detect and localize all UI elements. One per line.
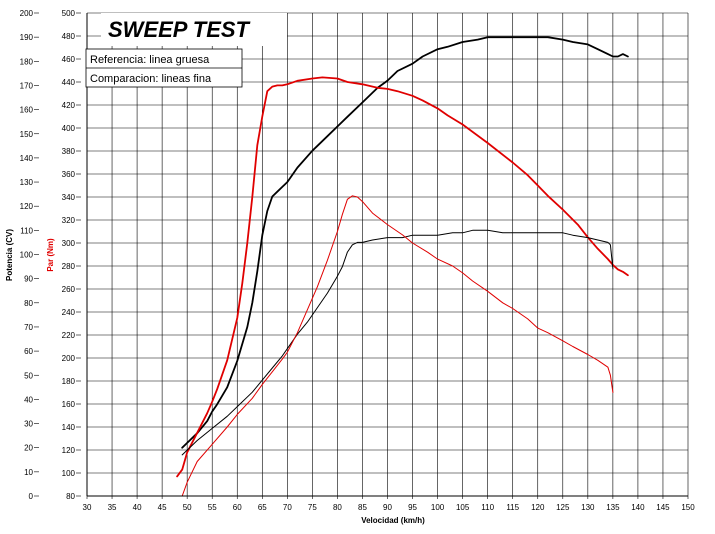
x-tick-label: 125 xyxy=(556,503,570,512)
x-tick-label: 60 xyxy=(233,503,242,512)
x-tick-label: 140 xyxy=(631,503,645,512)
x-tick-label: 75 xyxy=(308,503,317,512)
left-tick-label: 130 xyxy=(20,178,34,187)
right-tick-label: 340 xyxy=(62,193,76,202)
left-tick-label: 30 xyxy=(24,420,33,429)
series-line-torque-thin xyxy=(181,195,614,497)
legend-entry-comparison: Comparacion: lineas fina xyxy=(90,73,212,85)
left-tick-label: 180 xyxy=(20,57,34,66)
x-tick-label: 45 xyxy=(158,503,167,512)
x-tick-label: 30 xyxy=(83,503,92,512)
series-line-power-thin xyxy=(181,229,614,456)
x-tick-label: 150 xyxy=(681,503,695,512)
right-tick-label: 400 xyxy=(62,124,76,133)
left-tick-label: 200 xyxy=(20,9,34,18)
title-box xyxy=(101,13,287,46)
x-tick-label: 50 xyxy=(183,503,192,512)
grid-lines xyxy=(86,12,689,497)
right-tick-label: 380 xyxy=(62,147,76,156)
right-tick-label: 500 xyxy=(62,9,76,18)
left-tick-label: 160 xyxy=(20,106,34,115)
left-tick-label: 140 xyxy=(20,154,34,163)
left-tick-label: 60 xyxy=(24,347,33,356)
left-tick-labels: 0 10 20 30 40 50 60 70 80 90 100 110 120 130 140 150 160… xyxy=(20,9,39,501)
left-tick-label: 170 xyxy=(20,81,34,90)
right-tick-label: 440 xyxy=(62,78,76,87)
x-tick-label: 120 xyxy=(531,503,545,512)
right-tick-label: 200 xyxy=(62,354,76,363)
x-tick-label: 85 xyxy=(358,503,367,512)
x-tick-label: 70 xyxy=(283,503,292,512)
series-group xyxy=(176,36,629,497)
right-tick-label: 420 xyxy=(62,101,76,110)
left-tick-label: 150 xyxy=(20,130,34,139)
x-tick-label: 40 xyxy=(133,503,142,512)
legend-entry-reference: Referencia: linea gruesa xyxy=(90,54,210,66)
right-tick-label: 180 xyxy=(62,377,76,386)
left-tick-label: 110 xyxy=(20,226,33,235)
x-tick-label: 95 xyxy=(408,503,417,512)
right-tick-label: 460 xyxy=(62,55,76,64)
left-tick-label: 80 xyxy=(24,299,33,308)
x-tick-label: 100 xyxy=(431,503,445,512)
right-tick-label: 140 xyxy=(62,423,76,432)
left-tick-label: 50 xyxy=(24,371,33,380)
x-tick-label: 105 xyxy=(456,503,470,512)
left-tick-label: 190 xyxy=(20,33,34,42)
x-tick-label: 135 xyxy=(606,503,620,512)
x-tick-label: 35 xyxy=(108,503,117,512)
x-tick-label: 80 xyxy=(333,503,342,512)
x-tick-label: 55 xyxy=(208,503,217,512)
x-tick-label: 130 xyxy=(581,503,595,512)
x-tick-label: 110 xyxy=(481,503,494,512)
x-tick-label: 115 xyxy=(506,503,519,512)
right-tick-label: 220 xyxy=(62,331,76,340)
x-tick-label: 65 xyxy=(258,503,267,512)
x-axis-title: Velocidad (km/h) xyxy=(361,516,425,525)
left-tick-label: 40 xyxy=(24,395,33,404)
right-tick-label: 480 xyxy=(62,32,76,41)
x-tick-label: 145 xyxy=(656,503,670,512)
x-tick-label: 90 xyxy=(383,503,392,512)
left-tick-label: 120 xyxy=(20,202,34,211)
right-tick-label: 160 xyxy=(62,400,76,409)
left-tick-label: 0 xyxy=(29,492,34,501)
left-tick-label: 100 xyxy=(20,251,34,260)
chart-title: SWEEP TEST xyxy=(108,17,251,42)
y-axis-left-title: Potencia (CV) xyxy=(5,229,14,281)
series-line-torque-thick xyxy=(176,76,629,478)
right-tick-label: 260 xyxy=(62,285,76,294)
left-tick-label: 10 xyxy=(24,468,33,477)
right-tick-label: 240 xyxy=(62,308,76,317)
left-tick-label: 20 xyxy=(24,444,33,453)
right-tick-label: 320 xyxy=(62,216,76,225)
right-tick-label: 300 xyxy=(62,239,76,248)
x-tick-labels: 30 35 40 45 50 55 60 65 70 75 80 85 90 95 100 105 110 115… xyxy=(83,496,695,512)
right-tick-label: 280 xyxy=(62,262,76,271)
right-tick-label: 120 xyxy=(62,446,76,455)
left-tick-label: 70 xyxy=(24,323,33,332)
y-axis-right-title: Par (Nm) xyxy=(46,238,55,272)
right-tick-label: 80 xyxy=(66,492,75,501)
right-tick-labels: 80 100 120 140 160 180 200 220 240 260 280 300 320 34… xyxy=(62,9,81,501)
right-tick-label: 100 xyxy=(62,469,76,478)
left-tick-label: 90 xyxy=(24,275,33,284)
series-line-power-thick xyxy=(181,36,629,449)
right-tick-label: 360 xyxy=(62,170,76,179)
